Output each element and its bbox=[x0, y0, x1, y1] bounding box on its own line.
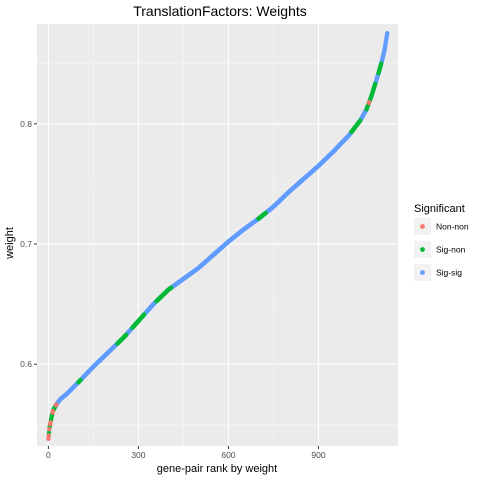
legend-title: Significant bbox=[414, 203, 465, 215]
y-tick-label: 0.7 bbox=[20, 239, 32, 249]
point-non-non bbox=[46, 436, 51, 441]
point-sig-non bbox=[372, 81, 378, 87]
y-axis-title: weight bbox=[4, 227, 16, 260]
point-non-non bbox=[50, 408, 56, 414]
point-sig-non bbox=[123, 332, 129, 337]
point-sig-non bbox=[46, 430, 52, 435]
legend: Significant Non-non Sig-non Sig-sig bbox=[414, 203, 469, 281]
point-sig-non bbox=[78, 377, 83, 383]
legend-label: Sig-sig bbox=[436, 268, 462, 278]
point-sig-sig bbox=[385, 31, 390, 36]
point-non-non bbox=[46, 433, 51, 438]
data-points bbox=[46, 31, 390, 441]
major-gridlines bbox=[37, 24, 398, 446]
x-axis-title: gene-pair rank by weight bbox=[157, 463, 277, 475]
point-sig-non bbox=[141, 312, 147, 317]
point-sig-non bbox=[168, 285, 174, 290]
legend-key-point bbox=[420, 247, 425, 252]
x-tick-label: 600 bbox=[221, 450, 235, 460]
point-non-non bbox=[366, 99, 372, 105]
plot-panel bbox=[37, 24, 398, 446]
y-tick-label: 0.8 bbox=[20, 119, 32, 129]
legend-key-point bbox=[420, 224, 425, 229]
point-sig-non bbox=[357, 118, 363, 123]
point-non-non bbox=[47, 426, 52, 432]
x-tick-label: 900 bbox=[311, 450, 325, 460]
point-non-non bbox=[54, 402, 59, 407]
point-sig-non bbox=[379, 61, 384, 66]
legend-label: Non-non bbox=[436, 222, 469, 232]
legend-label: Sig-non bbox=[436, 245, 466, 255]
point-sig-non bbox=[263, 210, 268, 216]
point-non-non bbox=[48, 420, 53, 425]
axes: 0 300 600 900 0.6 0.7 0.8 bbox=[20, 119, 326, 460]
chart-title: TranslationFactors: Weights bbox=[133, 3, 307, 19]
x-tick-label: 0 bbox=[46, 450, 51, 460]
x-tick-label: 300 bbox=[131, 450, 145, 460]
y-tick-label: 0.6 bbox=[20, 359, 32, 369]
minor-gridlines bbox=[37, 24, 398, 446]
legend-key-point bbox=[420, 270, 425, 275]
